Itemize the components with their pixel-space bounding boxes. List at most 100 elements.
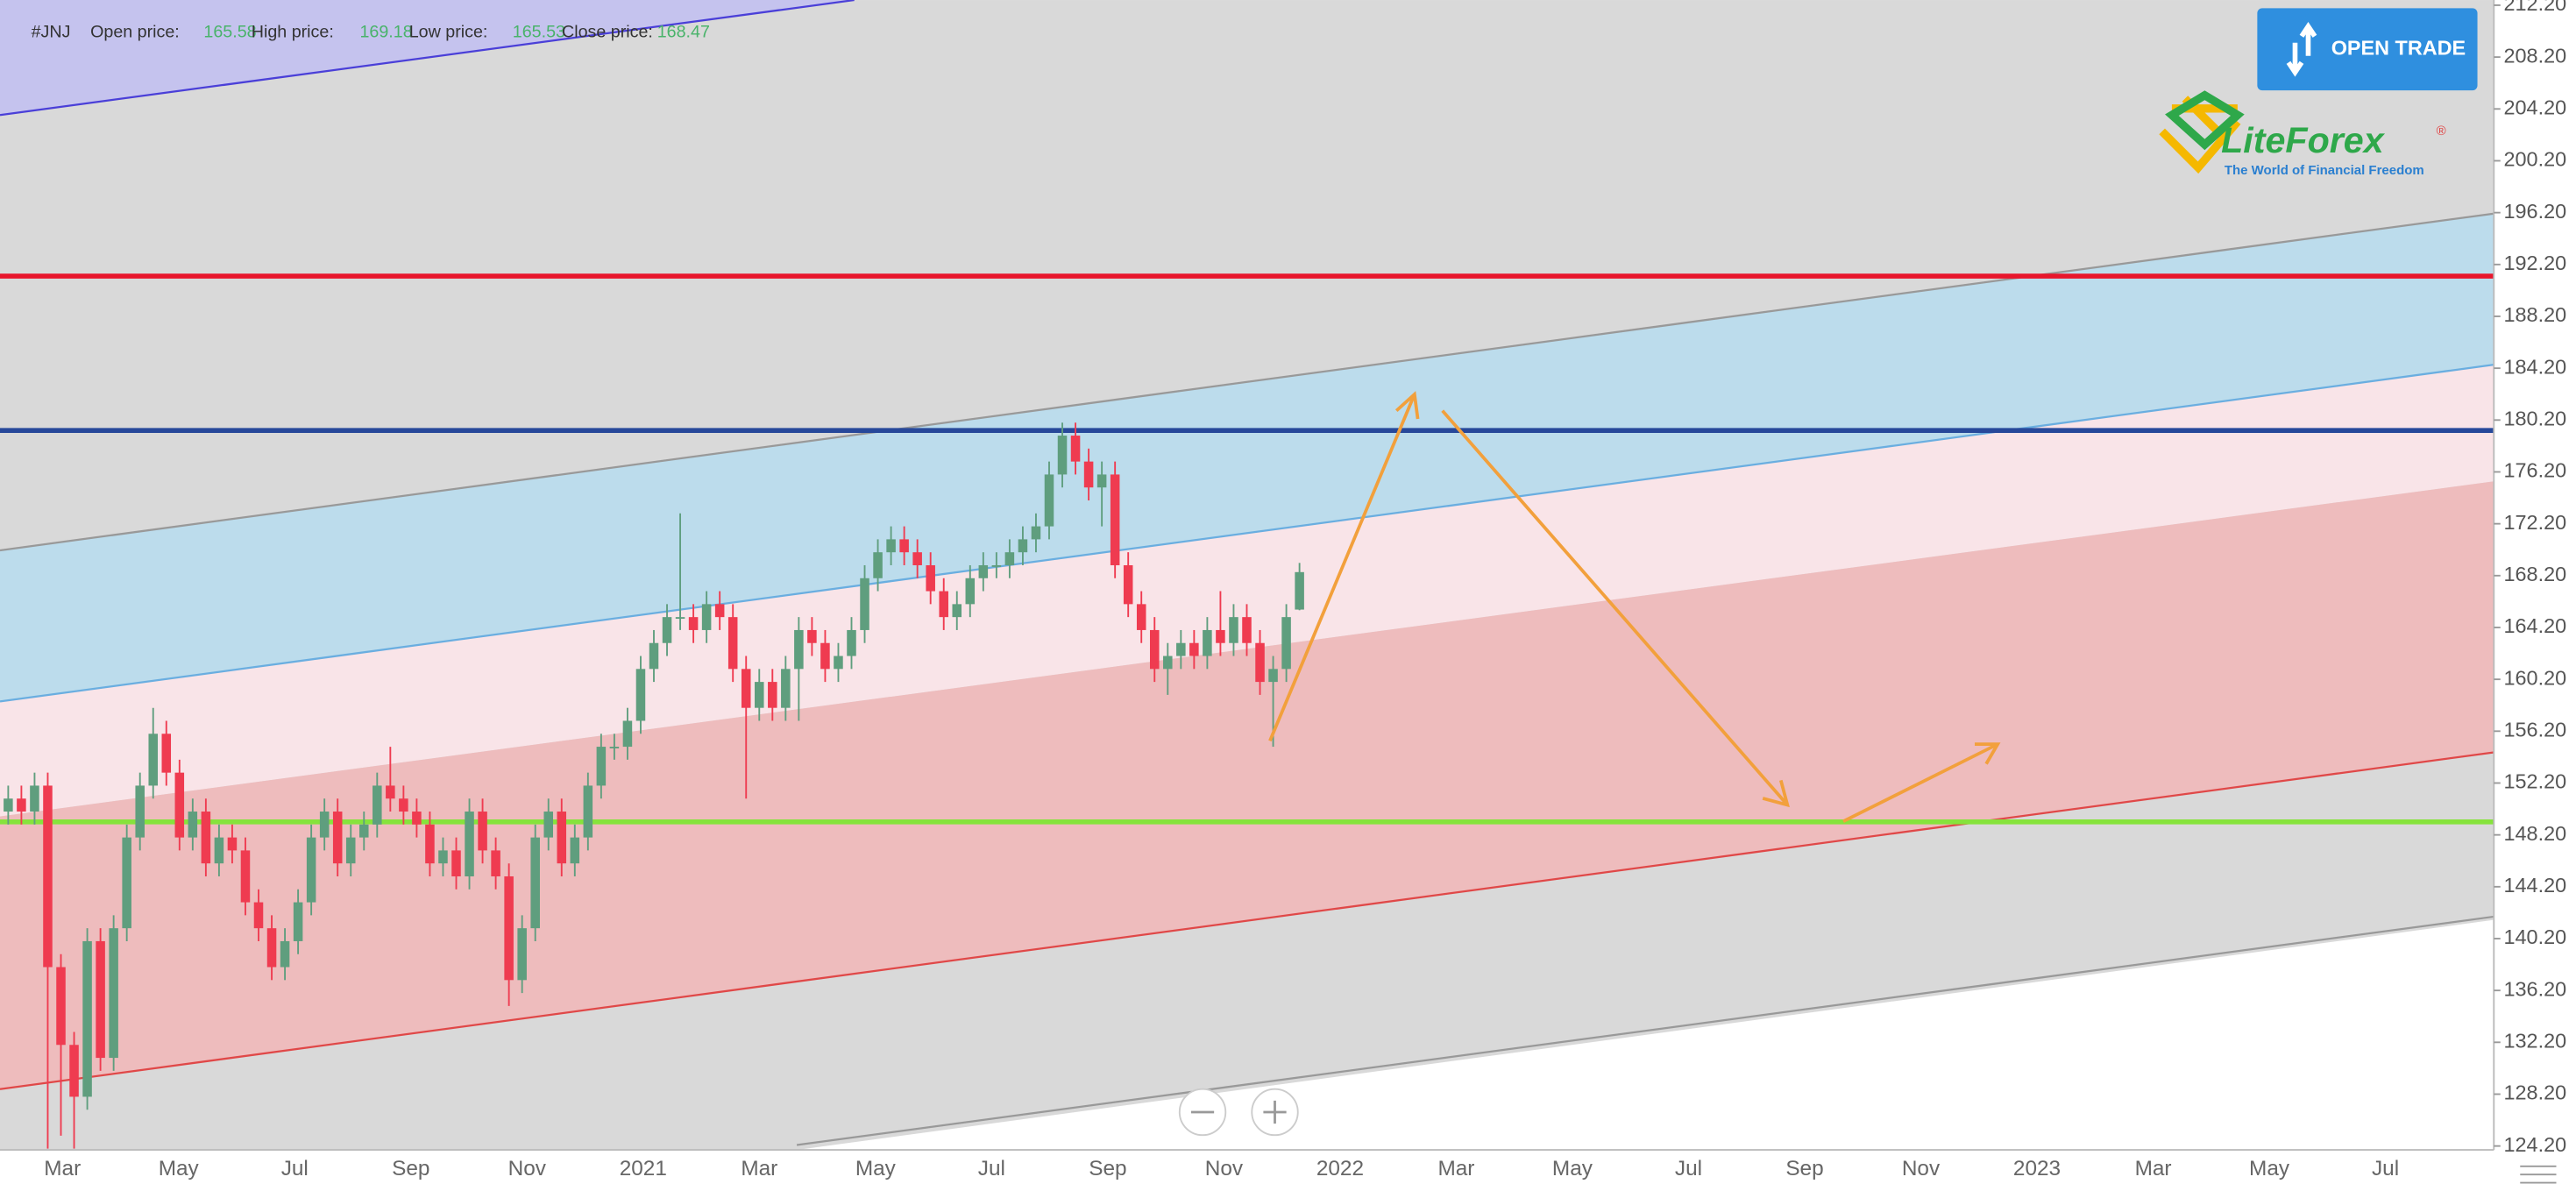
candle-body <box>1123 564 1133 605</box>
time-axis <box>0 1150 2494 1191</box>
button-label[interactable]: OPEN TRADE <box>2331 36 2466 59</box>
candle-body <box>675 617 685 620</box>
y-tick-label: 156.20 <box>2504 719 2567 741</box>
y-tick-label: 124.20 <box>2504 1133 2567 1156</box>
candle-body <box>161 734 172 773</box>
candle-body <box>332 812 343 864</box>
candle-body <box>43 785 53 968</box>
y-tick-label: 196.20 <box>2504 200 2567 223</box>
x-tick-label: Mar <box>741 1157 777 1180</box>
candle-body <box>622 720 633 748</box>
candle-body <box>543 812 553 838</box>
settings-icon[interactable] <box>2520 1165 2557 1184</box>
candle-body <box>952 604 962 618</box>
candle-body <box>1203 629 1212 656</box>
x-tick-label: Nov <box>1902 1157 1941 1180</box>
candle-body <box>754 682 764 708</box>
candle-body <box>899 539 909 553</box>
candle-body <box>965 578 976 605</box>
x-tick-label: May <box>855 1157 897 1180</box>
pink-zone <box>0 365 2494 817</box>
candle-body <box>583 785 593 838</box>
candle-body <box>781 669 791 708</box>
x-tick-label: 2022 <box>1316 1157 1364 1180</box>
candle-body <box>399 798 408 812</box>
candle-body <box>412 812 422 825</box>
y-tick-label: 208.20 <box>2504 44 2567 67</box>
open-trade-button[interactable]: OPEN TRADE <box>2257 8 2478 91</box>
candle-body <box>939 591 948 618</box>
candle-body <box>1255 642 1265 683</box>
candle-body <box>188 812 198 838</box>
candle-body <box>253 902 264 929</box>
candle-body <box>373 785 382 825</box>
field-label: Low price: <box>409 23 488 42</box>
candle-body <box>649 642 659 670</box>
candle-body <box>1070 436 1081 462</box>
channel-line <box>0 364 2494 703</box>
logo-registered: ® <box>2437 124 2446 138</box>
x-tick-label: Nov <box>1205 1157 1244 1180</box>
x-tick-label: Sep <box>1785 1157 1823 1180</box>
candle-body <box>688 617 699 630</box>
candle-body <box>741 669 751 708</box>
arrow <box>1441 409 1790 808</box>
x-tick-label: May <box>1552 1157 1593 1180</box>
y-tick-label: 140.20 <box>2504 925 2567 948</box>
candle-body <box>227 837 238 851</box>
logo: LiteForex ® The World of Financial Freed… <box>2159 90 2446 178</box>
channel-line <box>0 751 2494 1090</box>
field-value: 168.47 <box>657 23 710 42</box>
x-tick-label: May <box>2249 1157 2290 1180</box>
candle-body <box>701 604 712 630</box>
candle-body <box>465 812 474 876</box>
x-tick-label: Mar <box>1437 1157 1474 1180</box>
candle-body <box>1096 474 1107 488</box>
channel-line <box>0 212 2494 552</box>
candle-body <box>240 850 251 903</box>
x-tick-label: Jul <box>2372 1157 2399 1180</box>
candle-body <box>1083 461 1094 488</box>
candle-body <box>530 837 540 929</box>
x-tick-label: Mar <box>2135 1157 2172 1180</box>
y-tick-label: 188.20 <box>2504 303 2567 326</box>
candle-body <box>1057 436 1068 475</box>
price-axis <box>2494 0 2576 1191</box>
zoom-controls[interactable] <box>1178 1088 1299 1137</box>
candle-body <box>662 617 672 643</box>
y-tick-label: 132.20 <box>2504 1030 2567 1053</box>
x-tick-label: Sep <box>1089 1157 1126 1180</box>
x-tick-label: 2021 <box>620 1157 667 1180</box>
candle-body <box>69 1045 79 1097</box>
candle-body <box>1110 474 1120 565</box>
candle-body <box>174 772 185 838</box>
candle-body <box>82 940 92 1097</box>
candle-body <box>386 785 395 799</box>
candle-body <box>714 604 725 618</box>
field-label: High price: <box>252 23 334 42</box>
candle-body <box>135 785 145 838</box>
candle-body <box>557 812 567 864</box>
candle-body <box>359 824 369 838</box>
candle-body <box>345 837 356 864</box>
candle-body <box>201 812 211 864</box>
logo-tagline: The World of Financial Freedom <box>2225 163 2424 178</box>
candle-body <box>1163 656 1173 670</box>
blue-zone <box>0 213 2494 702</box>
candle-body <box>768 682 777 708</box>
y-tick-label: 152.20 <box>2504 770 2567 793</box>
forecast-arrows <box>1268 391 2001 823</box>
candle-body <box>17 798 26 812</box>
candle-body <box>886 539 896 553</box>
candle-body <box>727 617 738 670</box>
candle-body <box>794 629 804 670</box>
candle-body <box>148 734 158 786</box>
y-tick-label: 176.20 <box>2504 459 2567 482</box>
y-tick-label: 168.20 <box>2504 563 2567 585</box>
candle-body <box>96 940 105 1059</box>
candle-body <box>306 837 316 903</box>
candle-body <box>912 552 922 565</box>
field-label: Open price: <box>90 23 180 42</box>
candle-body <box>1136 604 1146 630</box>
